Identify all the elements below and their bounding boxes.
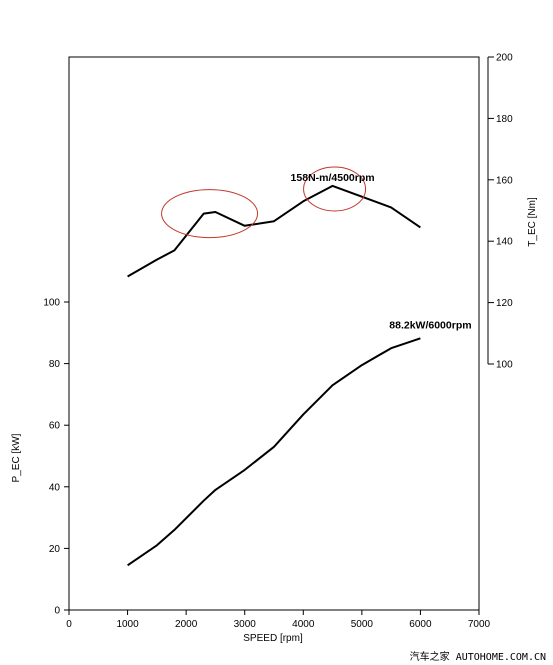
axes xyxy=(68,56,489,611)
x-tick-label: 5000 xyxy=(351,619,374,630)
ticks: 0 1000 2000 3000 4000 5000 6000 7000 0 20 40 60 80 10… xyxy=(43,53,513,631)
y-right-tick-label: 120 xyxy=(496,298,513,309)
y-left-tick-label: 0 xyxy=(54,606,60,617)
left-axis-title: P_EC [kW] xyxy=(11,433,22,482)
y-left-tick-label: 80 xyxy=(49,359,61,370)
highlight-circle xyxy=(161,189,259,239)
series-group xyxy=(127,184,421,567)
x-tick-label: 3000 xyxy=(234,619,257,630)
y-right-tick-label: 180 xyxy=(496,114,513,125)
peak-torque-label: 158N-m/4500rpm xyxy=(291,172,375,184)
x-tick-label: 7000 xyxy=(468,619,491,630)
x-tick-label: 1000 xyxy=(116,619,139,630)
y-right-tick-label: 160 xyxy=(496,175,513,186)
y-left-tick-label: 40 xyxy=(49,482,61,493)
x-tick-label: 0 xyxy=(66,619,72,630)
y-left-tick-label: 60 xyxy=(49,421,61,432)
right-axis-title: T_EC [Nm] xyxy=(527,197,538,247)
y-left-tick-label: 20 xyxy=(49,544,61,555)
torque-line xyxy=(127,184,421,278)
peak-power-label: 88.2kW/6000rpm xyxy=(389,319,471,331)
x-tick-label: 4000 xyxy=(292,619,315,630)
x-tick-label: 6000 xyxy=(409,619,432,630)
y-right-tick-label: 140 xyxy=(496,237,513,248)
y-left-tick-label: 100 xyxy=(43,298,60,309)
power-line xyxy=(127,337,421,567)
plot-frame xyxy=(68,56,480,611)
watermark: 汽车之家 AUTOHOME.COM.CN xyxy=(410,650,546,663)
peak-torque-circle xyxy=(303,166,367,212)
x-axis-title: SPEED [rpm] xyxy=(243,633,303,644)
x-tick-label: 2000 xyxy=(175,619,198,630)
annotations: 158N-m/4500rpm 88.2kW/6000rpm xyxy=(161,166,472,331)
y-right-tick-label: 100 xyxy=(496,360,513,371)
y-right-tick-label: 200 xyxy=(496,53,513,64)
